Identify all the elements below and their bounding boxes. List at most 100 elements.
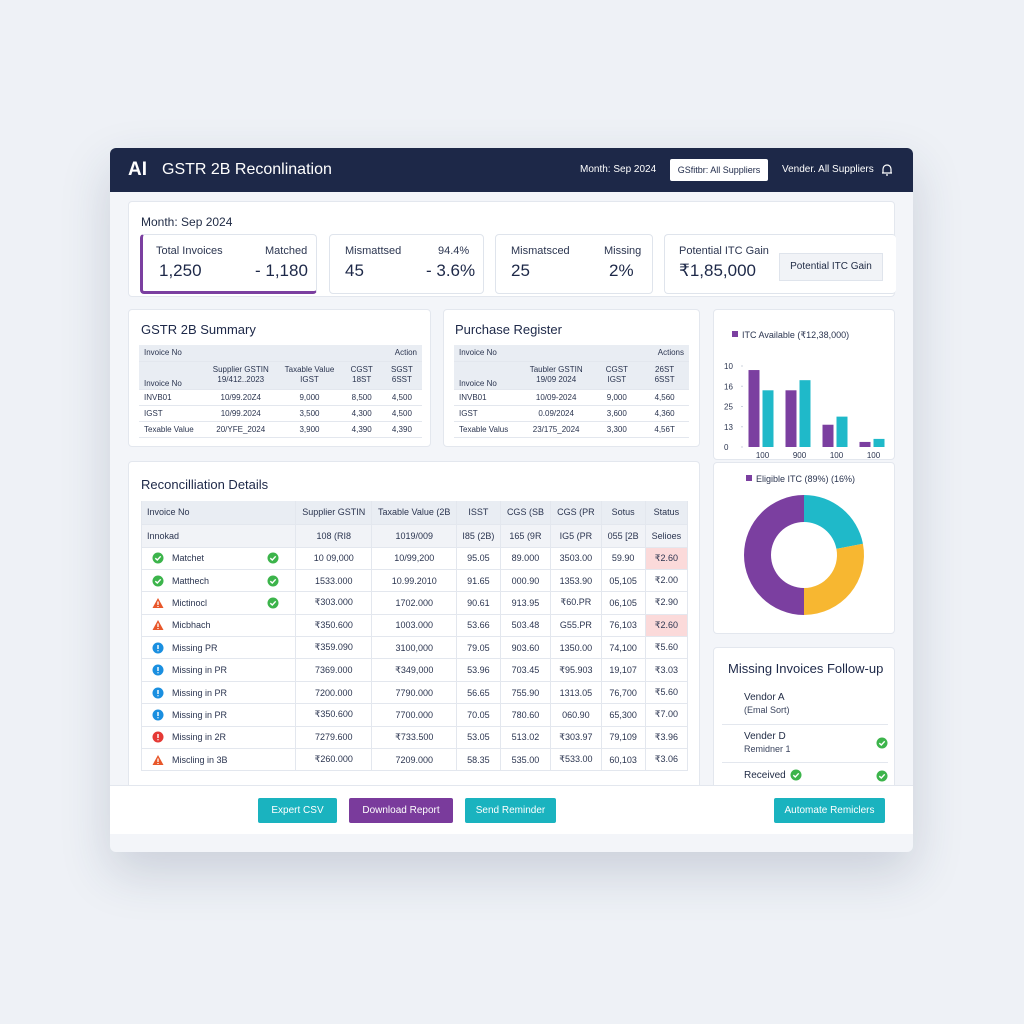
- header-line: Invoice No: [459, 378, 497, 388]
- panel-title: GSTR 2B Summary: [141, 322, 256, 337]
- table-cell: Texable Valus: [454, 421, 519, 438]
- table-header-row: Invoice No Actions: [454, 345, 689, 362]
- summary-panel: Month: Sep 2024 Total Invoices 1,250 Mat…: [128, 201, 896, 297]
- table-row: Missing in PR 7369.000 ₹349,000 53.96 703.45…: [141, 658, 689, 682]
- header-cell: Taxable Value (2B: [371, 501, 458, 525]
- data-table: Invoice No Actions Invoice No Taubler GSTIN…: [454, 345, 689, 438]
- status-cell: Matchet: [141, 547, 297, 570]
- icon-shape: [876, 737, 888, 749]
- table-cell: 7200.000: [295, 681, 373, 705]
- table-cell: ₹359.090: [295, 636, 373, 660]
- header-line: 26ST: [655, 365, 675, 374]
- table-cell: 06,105: [601, 591, 646, 615]
- legend-label: Eligible ITC (89%) (16%): [756, 474, 855, 484]
- panel-title: Purchase Register: [455, 322, 562, 337]
- table-cell: 7369.000: [295, 658, 373, 682]
- kpi-value: ₹1,85,000: [679, 261, 756, 280]
- kpi-card: Total Invoices 1,250 Matched - 1,180: [140, 234, 317, 294]
- y-tick-label: 0: [724, 443, 729, 452]
- table-row: Mictinocl ₹303.000 1702.000 90.61 913.95 ₹60.…: [141, 591, 689, 615]
- table-cell: Texable Value: [139, 421, 205, 438]
- legend-swatch: [746, 475, 752, 481]
- table-cell: 4,500: [381, 405, 422, 422]
- bar: [822, 424, 834, 447]
- legend-swatch: [732, 331, 738, 337]
- followup-name-line: Vender D: [744, 731, 888, 742]
- app-title: GSTR 2B Reconlination: [162, 161, 332, 178]
- status-label: Missing in 2R: [172, 732, 227, 743]
- header-cell: Invoice No: [454, 361, 519, 390]
- followup-note: Remidner 1: [744, 744, 791, 755]
- supplier-filter[interactable]: GSfitbr: All Suppliers: [670, 159, 768, 181]
- download-button[interactable]: Download Report: [349, 798, 453, 823]
- table-cell: 1350.00: [550, 636, 602, 660]
- vendor-filter[interactable]: Vender. All Suppliers: [782, 164, 874, 175]
- icon-shape: [267, 575, 279, 587]
- icon-shape: [152, 552, 164, 564]
- subheader-cell: 1019/009: [371, 524, 458, 548]
- status-icon: [152, 687, 164, 699]
- export-button[interactable]: Expert CSV: [258, 798, 337, 823]
- icon-glyph: [792, 772, 799, 778]
- kpi-label: 94.4%: [438, 245, 470, 257]
- table-cell: 10/99,200: [371, 547, 458, 570]
- table-row: Texable Value 20/YFE_2024 3,900 4,390 4,390: [139, 421, 422, 438]
- status-icon: [152, 754, 164, 765]
- table-cell: ₹3.03: [645, 658, 689, 682]
- table-cell: ₹350.600: [295, 703, 373, 727]
- data-table: Invoice No Action Invoice No Supplier GSTIN…: [139, 345, 422, 438]
- itc-gain-button[interactable]: Potential ITC Gain: [779, 253, 883, 281]
- table-wrap: Invoice No Actions Invoice No Taubler GSTIN…: [454, 345, 689, 438]
- table-wrap: Invoice No Supplier GSTIN Taxable Value (2…: [141, 501, 689, 772]
- table-row: Micbhach ₹350.600 1003.000 53.66 503.48 G55.P…: [141, 614, 689, 638]
- table-cell: 70.05: [456, 703, 501, 727]
- table-cell: 76,103: [601, 614, 646, 638]
- bar: [762, 390, 774, 447]
- table-cell: 513.02: [500, 726, 552, 750]
- header-line: Taubler GSTIN: [529, 365, 583, 374]
- icon-glyph: [154, 556, 162, 562]
- reminder-button[interactable]: Send Reminder: [465, 798, 556, 823]
- table-cell: 56.65: [456, 681, 501, 705]
- table-cell: ₹5.60: [645, 681, 689, 705]
- donut-chart: Eligible ITC (89%) (16%): [744, 474, 865, 615]
- header-cell: Status: [645, 501, 689, 525]
- header-cell: Action: [381, 345, 422, 362]
- icon-glyph: [154, 578, 162, 584]
- icon-glyph: [878, 740, 886, 746]
- table-cell: ₹3.96: [645, 726, 689, 750]
- header-cell: Invoice No: [454, 345, 519, 362]
- table-cell: 3,600: [593, 405, 641, 422]
- table-cell: 20/YFE_2024: [204, 421, 278, 438]
- followup-item: Vender D Remidner 1: [722, 724, 888, 762]
- y-tick-label: 10: [724, 362, 733, 371]
- header-line: 6SST: [391, 375, 412, 384]
- table-cell: 7279.600: [295, 726, 373, 750]
- followup-name: Received: [744, 769, 786, 781]
- table-cell: 1313.05: [550, 681, 602, 705]
- header-line: Supplier GSTIN: [212, 365, 269, 374]
- table-cell: 58.35: [456, 748, 501, 772]
- table-cell: ₹303.000: [295, 591, 373, 615]
- table-cell: ₹733.500: [371, 726, 458, 750]
- table-header-row: Invoice No Supplier GSTIN 19/412..2023 Taxa…: [139, 361, 422, 390]
- table-row: Texable Valus 23/175_2024 3,300 4,56T: [454, 421, 689, 438]
- table-cell: 000.90: [500, 569, 552, 593]
- subheader-cell: Selioes: [645, 524, 689, 548]
- header-line: 19/412..2023: [217, 375, 265, 384]
- x-tick-label: 100: [867, 451, 881, 460]
- bell-icon[interactable]: [880, 163, 894, 177]
- automate-button[interactable]: Automate Remiclers: [774, 798, 885, 823]
- table-cell: ₹2.60: [645, 614, 689, 638]
- table-cell: 9,000: [593, 389, 641, 406]
- bar: [859, 441, 871, 447]
- subheader-cell: I85 (2B): [456, 524, 501, 548]
- icon-shape: [267, 552, 279, 564]
- kpi-card: Mismatsced 25 Missing 2%: [495, 234, 653, 294]
- icon-glyph: [269, 556, 277, 562]
- status-icon: [790, 769, 802, 781]
- table-cell: IGST: [139, 405, 205, 422]
- table-row: INVB01 10/09-2024 9,000 4,560: [454, 389, 689, 406]
- table-cell: 3,900: [277, 421, 342, 438]
- subheader-cell: 108 (RI8: [295, 524, 373, 548]
